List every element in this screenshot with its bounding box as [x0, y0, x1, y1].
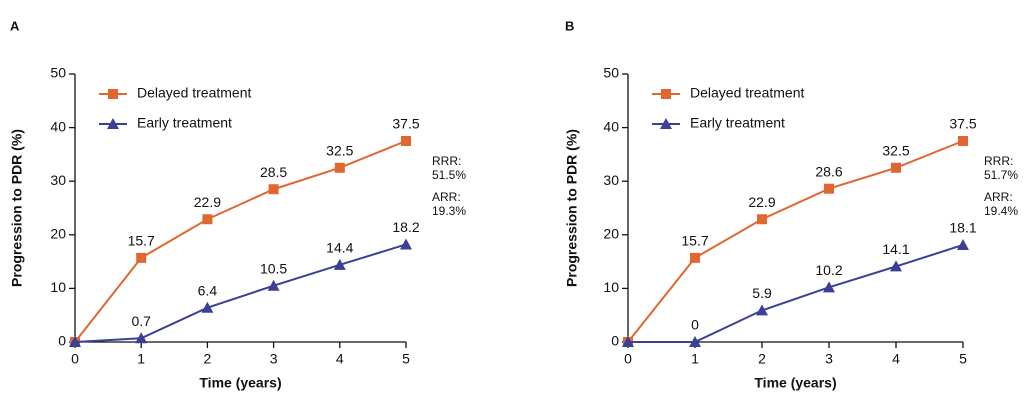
x-tick-label: 0 — [624, 351, 632, 367]
data-label: 0.7 — [131, 313, 151, 329]
x-tick-label: 1 — [691, 351, 699, 367]
data-label: 22.9 — [748, 194, 775, 210]
x-tick-label: 5 — [402, 351, 410, 367]
x-tick-label: 5 — [959, 351, 967, 367]
y-tick-label: 50 — [50, 65, 66, 81]
y-tick-label: 0 — [58, 333, 66, 349]
legend-label: Delayed treatment — [137, 85, 252, 101]
x-axis-title: Time (years) — [754, 375, 836, 391]
marker — [268, 184, 279, 195]
legend-marker — [660, 118, 672, 129]
data-label: 10.2 — [815, 262, 842, 278]
data-label: 0 — [691, 317, 699, 333]
annotation: RRR: — [984, 154, 1013, 168]
legend-label: Early treatment — [137, 115, 232, 131]
marker — [757, 214, 767, 225]
annotation: ARR: — [432, 190, 461, 204]
data-label: 28.5 — [260, 164, 287, 180]
marker — [890, 260, 902, 272]
data-label: 14.4 — [326, 240, 353, 256]
marker — [957, 238, 969, 250]
data-label: 18.2 — [392, 219, 419, 235]
marker — [334, 162, 345, 173]
y-tick-label: 40 — [50, 118, 66, 134]
x-tick-label: 4 — [336, 351, 344, 367]
marker — [823, 281, 835, 293]
series-line — [74, 140, 407, 343]
y-tick-label: 50 — [603, 65, 619, 81]
marker — [69, 336, 81, 347]
legend-marker — [107, 118, 119, 129]
annotation: ARR: — [984, 190, 1013, 204]
data-label: 5.9 — [752, 285, 772, 301]
annotation: 51.5% — [432, 168, 466, 182]
y-axis-title: Progression to PDR (%) — [9, 129, 25, 287]
x-axis-title: Time (years) — [199, 375, 281, 391]
marker — [622, 336, 634, 347]
annotation: 51.7% — [984, 168, 1018, 182]
y-tick-label: 10 — [50, 279, 66, 295]
x-tick-label: 0 — [71, 351, 79, 367]
data-label: 22.9 — [194, 194, 221, 210]
marker — [201, 301, 214, 313]
marker — [400, 238, 412, 250]
y-tick-label: 10 — [603, 279, 619, 295]
y-tick-label: 20 — [50, 226, 66, 242]
legend-marker — [661, 89, 671, 99]
data-label: 6.4 — [198, 282, 218, 298]
legend-label: Early treatment — [690, 115, 785, 131]
data-label: 37.5 — [392, 116, 419, 132]
y-tick-label: 0 — [611, 333, 619, 349]
y-tick-label: 30 — [603, 172, 619, 188]
marker — [333, 258, 346, 270]
data-label: 18.1 — [949, 220, 976, 236]
data-label: 32.5 — [882, 143, 909, 159]
data-label: 14.1 — [882, 241, 909, 257]
y-tick-label: 40 — [603, 118, 619, 134]
panel-label: B — [565, 18, 574, 33]
data-label: 10.5 — [260, 260, 287, 276]
panel-label: A — [10, 18, 20, 33]
x-tick-label: 4 — [892, 351, 900, 367]
x-tick-label: 1 — [137, 351, 145, 367]
y-tick-label: 20 — [603, 226, 619, 242]
x-tick-label: 3 — [825, 351, 833, 367]
x-tick-label: 2 — [758, 351, 766, 367]
data-label: 15.7 — [681, 233, 708, 249]
marker — [690, 252, 700, 263]
annotation: 19.3% — [432, 204, 466, 218]
data-label: 32.5 — [326, 143, 353, 159]
marker — [202, 214, 213, 225]
x-tick-label: 3 — [270, 351, 278, 367]
marker — [136, 252, 147, 263]
marker — [891, 162, 901, 173]
legend-label: Delayed treatment — [690, 85, 805, 101]
marker — [756, 304, 768, 316]
series-line — [627, 140, 964, 343]
legend-marker — [108, 89, 118, 99]
marker — [135, 332, 148, 344]
series-line — [74, 243, 407, 343]
y-axis-title: Progression to PDR (%) — [564, 129, 580, 287]
annotation: 19.4% — [984, 204, 1018, 218]
y-tick-label: 30 — [50, 172, 66, 188]
data-label: 28.6 — [815, 163, 842, 179]
marker — [267, 279, 280, 291]
data-label: 37.5 — [949, 116, 976, 132]
marker — [689, 336, 701, 347]
marker — [401, 136, 411, 146]
marker — [958, 136, 968, 146]
x-tick-label: 2 — [204, 351, 212, 367]
marker — [824, 183, 834, 194]
data-label: 15.7 — [128, 233, 155, 249]
series-line — [628, 244, 964, 343]
annotation: RRR: — [432, 154, 461, 168]
